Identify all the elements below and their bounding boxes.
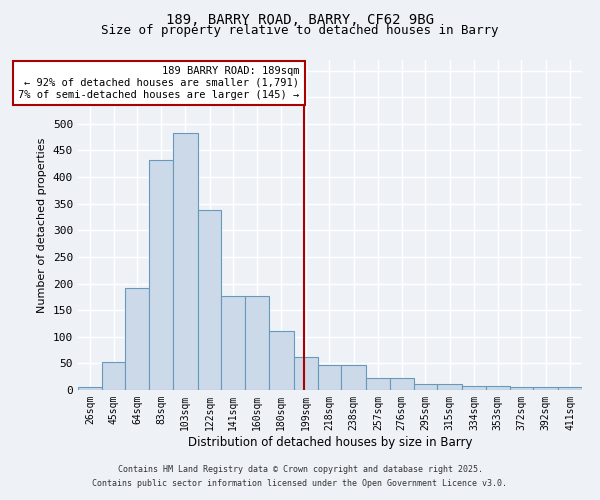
Bar	[390, 378, 413, 390]
Text: Contains HM Land Registry data © Crown copyright and database right 2025.
Contai: Contains HM Land Registry data © Crown c…	[92, 466, 508, 487]
Bar	[221, 296, 245, 390]
Bar	[437, 384, 462, 390]
Bar	[245, 296, 269, 390]
Bar	[413, 384, 437, 390]
Text: Size of property relative to detached houses in Barry: Size of property relative to detached ho…	[101, 24, 499, 37]
Bar	[486, 386, 509, 390]
Bar	[102, 362, 125, 390]
Bar	[198, 210, 221, 390]
Bar	[558, 388, 582, 390]
Bar	[173, 133, 198, 390]
Bar	[509, 388, 533, 390]
Bar	[317, 365, 341, 390]
Bar	[462, 386, 486, 390]
Bar	[294, 357, 317, 390]
Bar	[269, 332, 294, 390]
Bar	[149, 160, 173, 390]
Bar	[78, 388, 102, 390]
Text: 189, BARRY ROAD, BARRY, CF62 9BG: 189, BARRY ROAD, BARRY, CF62 9BG	[166, 12, 434, 26]
Bar	[125, 288, 149, 390]
Bar	[366, 378, 390, 390]
Text: 189 BARRY ROAD: 189sqm
← 92% of detached houses are smaller (1,791)
7% of semi-d: 189 BARRY ROAD: 189sqm ← 92% of detached…	[18, 66, 299, 100]
Y-axis label: Number of detached properties: Number of detached properties	[37, 138, 47, 312]
X-axis label: Distribution of detached houses by size in Barry: Distribution of detached houses by size …	[188, 436, 472, 448]
Bar	[341, 365, 366, 390]
Bar	[533, 388, 558, 390]
